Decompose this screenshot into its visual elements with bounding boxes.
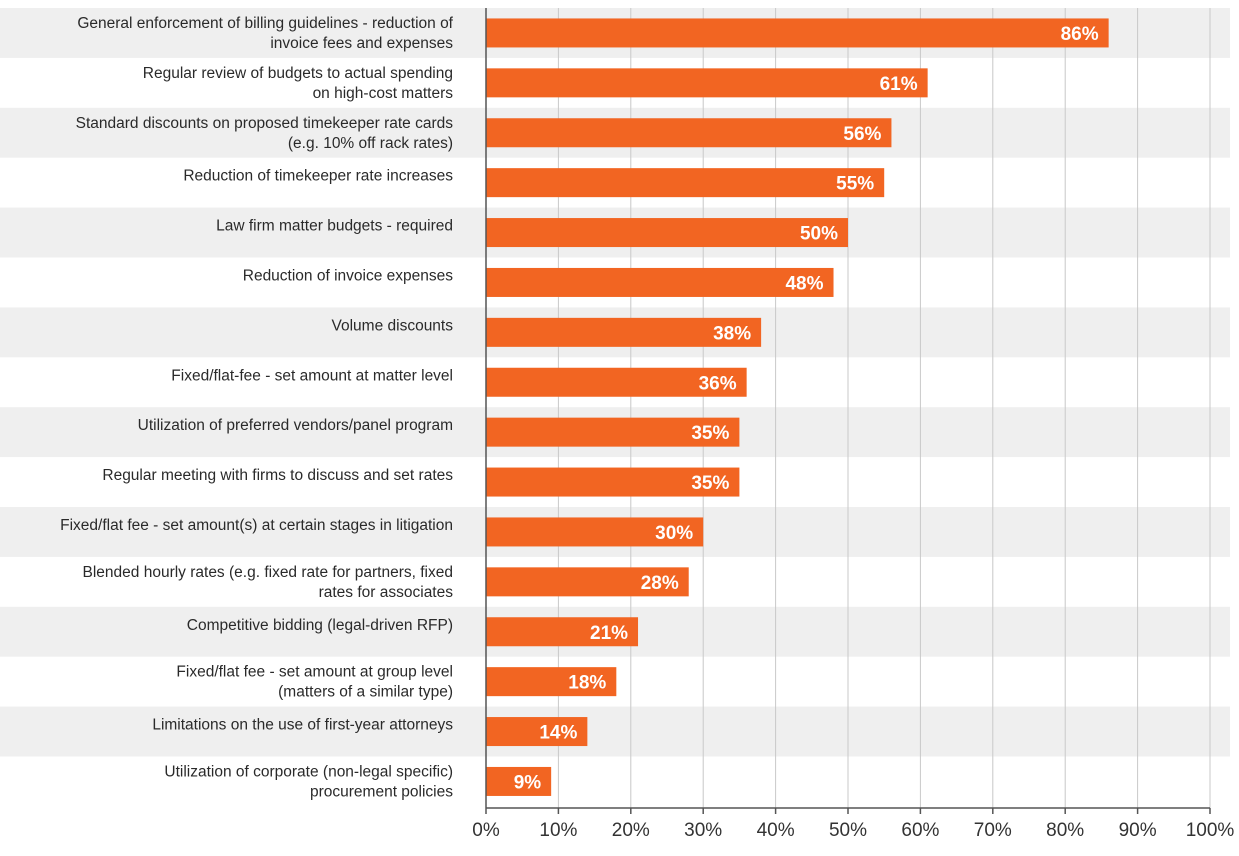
bar <box>486 667 617 697</box>
bar <box>486 18 1109 48</box>
bar <box>486 267 834 297</box>
row-stripe <box>0 706 1230 757</box>
category-label: Regular meeting with firms to discuss an… <box>102 467 453 484</box>
value-label: 48% <box>785 273 823 294</box>
bar <box>486 467 740 497</box>
bar <box>486 367 747 397</box>
x-tick-label: 60% <box>901 820 939 841</box>
category-label: Regular review of budgets to actual spen… <box>143 65 453 102</box>
value-label: 38% <box>713 323 751 344</box>
category-label: Reduction of invoice expenses <box>243 267 453 284</box>
x-tick-label: 80% <box>1046 820 1084 841</box>
bar <box>486 118 892 148</box>
category-label: Standard discounts on proposed timekeepe… <box>76 115 454 152</box>
value-label: 36% <box>699 373 737 394</box>
value-label: 28% <box>641 573 679 594</box>
x-axis: 0% 10% 20% 30% 40% 50% 60% 70% 80% 90% 100% <box>472 8 1234 841</box>
x-tick-label: 40% <box>757 820 795 841</box>
category-label: Law firm matter budgets - required <box>216 218 453 235</box>
bar <box>486 317 762 347</box>
value-label: 55% <box>836 174 874 195</box>
category-labels: General enforcement of billing guideline… <box>60 15 454 801</box>
value-label: 30% <box>655 523 693 544</box>
category-label: Fixed/flat fee - set amount(s) at certai… <box>60 517 453 534</box>
value-label: 18% <box>568 673 606 694</box>
bar <box>486 68 928 98</box>
bar <box>486 517 704 547</box>
category-label: Reduction of timekeeper rate increases <box>183 168 453 185</box>
value-label: 56% <box>843 124 881 145</box>
category-label: Fixed/flat-fee - set amount at matter le… <box>171 367 453 384</box>
category-label: Blended hourly rates (e.g. fixed rate fo… <box>83 564 454 601</box>
value-label: 35% <box>691 473 729 494</box>
value-label: 21% <box>590 623 628 644</box>
value-label: 9% <box>514 772 542 793</box>
x-tick-label: 70% <box>974 820 1012 841</box>
category-label: Utilization of corporate (non-legal spec… <box>164 763 453 800</box>
category-label: Utilization of preferred vendors/panel p… <box>138 417 453 434</box>
bar <box>486 218 848 248</box>
x-tick-label: 0% <box>472 820 500 841</box>
value-labels: 86% 61% 56% 55% 50% 48% 38% 36% 35% 35% 30% 28% 21% 1… <box>514 24 1099 794</box>
bar <box>486 417 740 447</box>
bar <box>486 717 588 747</box>
x-tick-label: 90% <box>1119 820 1157 841</box>
x-tick-label: 100% <box>1186 820 1235 841</box>
category-label: Limitations on the use of first-year att… <box>152 717 453 734</box>
value-label: 86% <box>1061 24 1099 45</box>
bar <box>486 168 885 198</box>
bar <box>486 617 639 647</box>
category-label: General enforcement of billing guideline… <box>77 15 453 52</box>
value-label: 14% <box>539 723 577 744</box>
x-tick-label: 10% <box>539 820 577 841</box>
category-label: Volume discounts <box>332 317 454 334</box>
x-tick-label: 30% <box>684 820 722 841</box>
category-label: Competitive bidding (legal-driven RFP) <box>187 617 453 634</box>
value-label: 35% <box>691 423 729 444</box>
value-label: 50% <box>800 224 838 245</box>
bar <box>486 766 552 796</box>
x-tick-label: 20% <box>612 820 650 841</box>
x-tick-label: 50% <box>829 820 867 841</box>
bar <box>486 567 689 597</box>
value-label: 61% <box>880 74 918 95</box>
category-label: Fixed/flat fee - set amount at group lev… <box>176 664 453 701</box>
bars <box>486 18 1109 796</box>
